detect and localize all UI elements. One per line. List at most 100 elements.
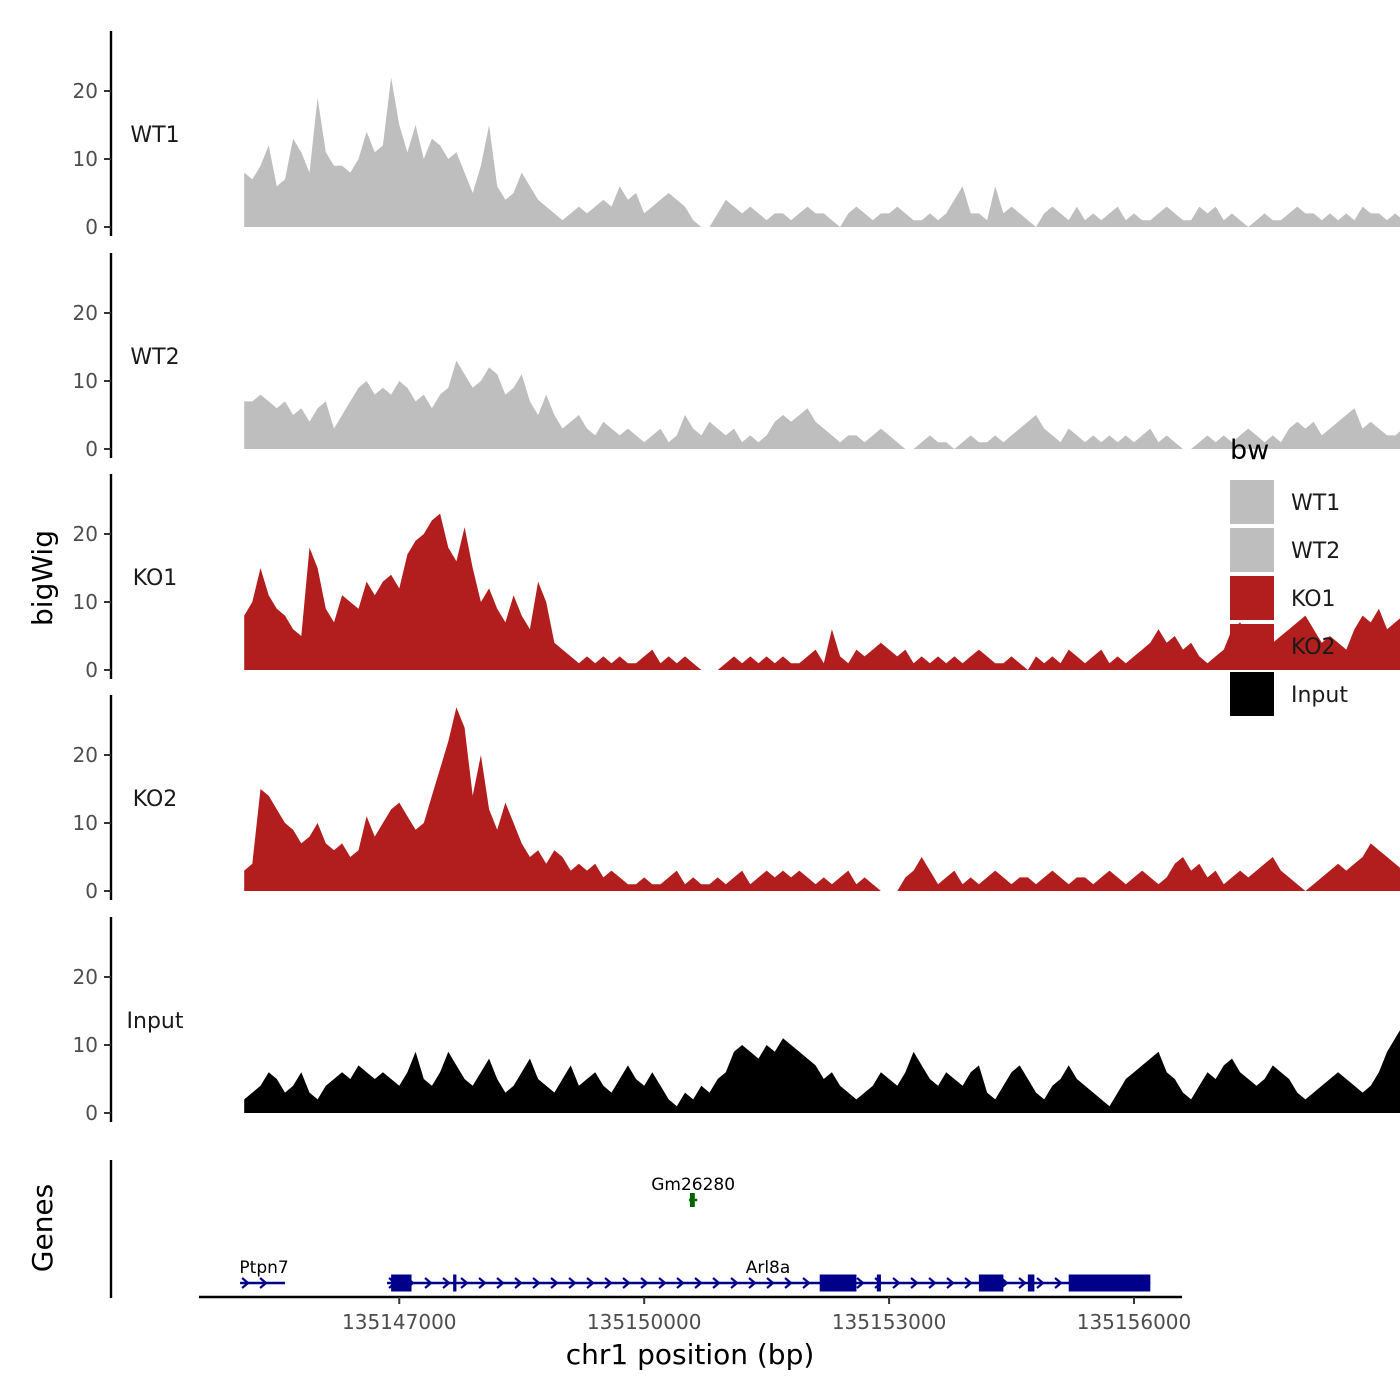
strand-arrow	[640, 1277, 649, 1289]
legend-label: WT1	[1291, 491, 1340, 516]
strand-arrow	[784, 1277, 793, 1289]
strand-arrow	[658, 1277, 667, 1289]
signal-tracks: 0 10 20 WT1 0 10 20 WT2 0 10 20 KO1 0 10 20 KO2 0 10 20 Inp…	[73, 31, 1400, 1125]
strand-arrow	[259, 1277, 268, 1289]
strand-arrow	[514, 1277, 523, 1289]
legend-item-wt1: WT1	[1230, 480, 1340, 524]
track-wt1: 0 10 20 WT1	[73, 31, 1400, 239]
strand-arrow	[1036, 1277, 1045, 1289]
exon	[1068, 1274, 1151, 1292]
x-tick-label: 135150000	[587, 1310, 702, 1334]
track-wt2: 0 10 20 WT2	[73, 253, 1400, 461]
y-tick-label: 10	[73, 811, 98, 835]
exon	[819, 1274, 857, 1292]
exon	[689, 1193, 695, 1207]
track-label-ko2: KO2	[133, 787, 178, 812]
gene-label-arl8a: Arl8a	[746, 1258, 791, 1278]
legend-item-ko1: KO1	[1230, 576, 1336, 620]
strand-arrow	[910, 1277, 919, 1289]
exon	[391, 1274, 412, 1292]
gene-ptpn7: Ptpn7	[239, 1258, 289, 1289]
strand-arrow	[1054, 1277, 1063, 1289]
genes-axis-title: Genes	[26, 1184, 59, 1272]
strand-arrow	[550, 1277, 559, 1289]
y-tick-label: 0	[85, 215, 98, 239]
gene-gm26280: Gm26280	[651, 1175, 735, 1207]
strand-arrow	[478, 1277, 487, 1289]
legend-item-wt2: WT2	[1230, 528, 1340, 572]
legend-label: KO2	[1291, 635, 1336, 660]
y-tick-label: 10	[73, 590, 98, 614]
legend-swatch	[1230, 576, 1274, 620]
track-input: 0 10 20 Input	[73, 917, 1400, 1125]
strand-arrow	[622, 1277, 631, 1289]
strand-arrow	[892, 1277, 901, 1289]
y-tick-label: 0	[85, 1101, 98, 1125]
y-tick-label: 10	[73, 369, 98, 393]
legend-item-ko2: KO2	[1230, 624, 1336, 668]
exon	[978, 1274, 1004, 1292]
strand-arrow	[964, 1277, 973, 1289]
legend-label: WT2	[1291, 539, 1340, 564]
gene-label-gm26280: Gm26280	[651, 1175, 735, 1195]
y-tick-label: 20	[73, 301, 98, 325]
strand-arrow	[568, 1277, 577, 1289]
signal-area-ko1	[244, 513, 1400, 670]
legend-label: Input	[1291, 683, 1348, 708]
exon	[876, 1274, 881, 1292]
y-tick-label: 20	[73, 743, 98, 767]
gene-track: Gm26280 Ptpn7 Arl8a	[109, 1160, 1151, 1298]
track-ko1: 0 10 20 KO1	[73, 474, 1400, 682]
strand-arrow	[460, 1277, 469, 1289]
exon	[453, 1274, 457, 1292]
strand-arrow	[532, 1277, 541, 1289]
y-tick-label: 20	[73, 522, 98, 546]
y-tick-label: 0	[85, 879, 98, 903]
gene-arl8a: Arl8a	[387, 1258, 1151, 1292]
strand-arrow	[496, 1277, 505, 1289]
strand-arrow	[676, 1277, 685, 1289]
legend: bw WT1 WT2 KO1 KO2 Input	[1230, 435, 1348, 716]
legend-swatch	[1230, 528, 1274, 572]
x-tick-label: 135153000	[832, 1310, 947, 1334]
y-tick-label: 20	[73, 79, 98, 103]
signal-area-input	[244, 1030, 1400, 1113]
strand-arrow	[802, 1277, 811, 1289]
x-tick-label: 135156000	[1077, 1310, 1192, 1334]
legend-title: bw	[1230, 435, 1269, 466]
legend-swatch	[1230, 624, 1274, 668]
y-tick-label: 0	[85, 658, 98, 682]
legend-item-input: Input	[1230, 672, 1348, 716]
track-label-ko1: KO1	[133, 566, 178, 591]
strand-arrow	[694, 1277, 703, 1289]
gene-label-ptpn7: Ptpn7	[239, 1258, 288, 1278]
strand-arrow	[424, 1277, 433, 1289]
track-label-wt2: WT2	[130, 345, 179, 370]
x-tick-label: 135147000	[342, 1310, 457, 1334]
x-axis-title: chr1 position (bp)	[566, 1338, 815, 1371]
signal-area-wt1	[244, 77, 1400, 227]
y-tick-label: 10	[73, 1033, 98, 1057]
strand-arrow	[946, 1277, 955, 1289]
y-axis-title: bigWig	[26, 530, 59, 626]
strand-arrow	[442, 1277, 451, 1289]
signal-area-ko2	[244, 707, 1400, 891]
signal-area-wt2	[244, 360, 1400, 449]
track-label-input: Input	[127, 1009, 184, 1034]
strand-arrow	[748, 1277, 757, 1289]
y-tick-label: 10	[73, 147, 98, 171]
strand-arrow	[856, 1277, 865, 1289]
strand-arrow	[1018, 1277, 1027, 1289]
strand-arrow	[928, 1277, 937, 1289]
y-tick-label: 20	[73, 965, 98, 989]
track-ko2: 0 10 20 KO2	[73, 695, 1400, 903]
legend-label: KO1	[1291, 587, 1336, 612]
strand-arrow	[604, 1277, 613, 1289]
strand-arrow	[712, 1277, 721, 1289]
x-axis: 135147000 135150000 135153000 135156000	[199, 1295, 1192, 1334]
legend-swatch	[1230, 672, 1274, 716]
strand-arrow	[730, 1277, 739, 1289]
exon	[1027, 1274, 1035, 1292]
strand-arrow	[241, 1277, 250, 1289]
